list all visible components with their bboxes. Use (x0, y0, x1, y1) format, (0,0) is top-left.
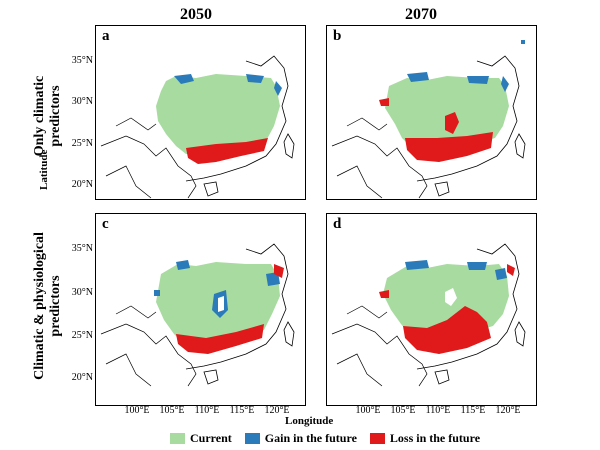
loss-area (186, 138, 268, 164)
row-title-line: predictors (48, 85, 63, 147)
x-tick: 110°E (425, 405, 451, 416)
row-title-line: Climatic & physiological (32, 232, 47, 380)
x-tick: 115°E (229, 405, 255, 416)
hainan-island (203, 181, 219, 197)
map-a (100, 55, 295, 199)
column-title-2050: 2050 (180, 6, 212, 23)
row-title-physiological: Climatic & physiological predictors (32, 201, 64, 411)
country-border (331, 305, 428, 387)
map-b (331, 40, 526, 199)
panel-label-b: b (333, 28, 342, 44)
country-border (100, 117, 197, 199)
taiwan-island (514, 133, 526, 159)
y-tick: 30°N (71, 287, 93, 298)
x-tick: 110°E (194, 405, 220, 416)
x-tick: 120°E (264, 405, 290, 416)
current-area (385, 76, 509, 150)
country-border (100, 305, 197, 387)
loss-area (379, 98, 493, 162)
legend: Current Gain in the future Loss in the f… (170, 430, 493, 446)
y-tick: 20°N (71, 179, 93, 190)
panel-label-a: a (102, 28, 110, 44)
taiwan-island (514, 321, 526, 347)
panel-label-d: d (333, 216, 342, 232)
map-panel-b: b (326, 25, 537, 200)
legend-swatch-gain (244, 432, 260, 444)
country-border (331, 117, 428, 199)
legend-swatch-current (170, 432, 185, 444)
map-c (100, 243, 295, 387)
hainan-island (434, 181, 450, 197)
loss-area (379, 264, 515, 354)
hainan-island (434, 369, 450, 385)
legend-item-loss: Loss in the future (369, 430, 481, 446)
coastline (416, 243, 520, 370)
map-panel-d: d (326, 213, 537, 406)
row-title-line: predictors (48, 275, 63, 337)
x-tick: 115°E (460, 405, 486, 416)
map-panel-c: c (95, 213, 306, 406)
unsuitable-gap (218, 296, 224, 312)
y-tick: 25°N (71, 330, 93, 341)
coastline (185, 243, 289, 370)
legend-swatch-loss (369, 432, 385, 444)
map-panel-a: a (95, 25, 306, 200)
x-tick: 100°E (355, 405, 381, 416)
legend-label: Gain in the future (264, 430, 357, 445)
x-tick: 100°E (124, 405, 150, 416)
coastline (416, 55, 520, 182)
hainan-island (203, 369, 219, 385)
y-tick: 35°N (71, 243, 93, 254)
taiwan-island (283, 321, 295, 347)
x-tick: 105°E (390, 405, 416, 416)
y-tick: 20°N (71, 372, 93, 383)
taiwan-island (283, 133, 295, 159)
y-tick: 30°N (71, 96, 93, 107)
legend-label: Current (190, 430, 232, 445)
y-tick: 25°N (71, 138, 93, 149)
coastline (185, 55, 289, 182)
legend-item-current: Current (170, 431, 232, 446)
unsuitable-gap (445, 288, 457, 306)
loss-area (176, 264, 284, 354)
y-axis-title: Latitude (38, 149, 50, 190)
panel-label-c: c (102, 216, 109, 232)
legend-item-gain: Gain in the future (244, 430, 357, 446)
current-area (156, 74, 280, 154)
x-tick: 120°E (495, 405, 521, 416)
gain-area (174, 74, 282, 96)
x-tick: 105°E (159, 405, 185, 416)
y-tick: 35°N (71, 55, 93, 66)
legend-label: Loss in the future (389, 430, 481, 445)
x-axis-title: Longitude (285, 415, 334, 427)
gain-area (154, 260, 280, 318)
column-title-2070: 2070 (405, 6, 437, 23)
map-d (331, 243, 526, 387)
gain-area (405, 260, 507, 280)
